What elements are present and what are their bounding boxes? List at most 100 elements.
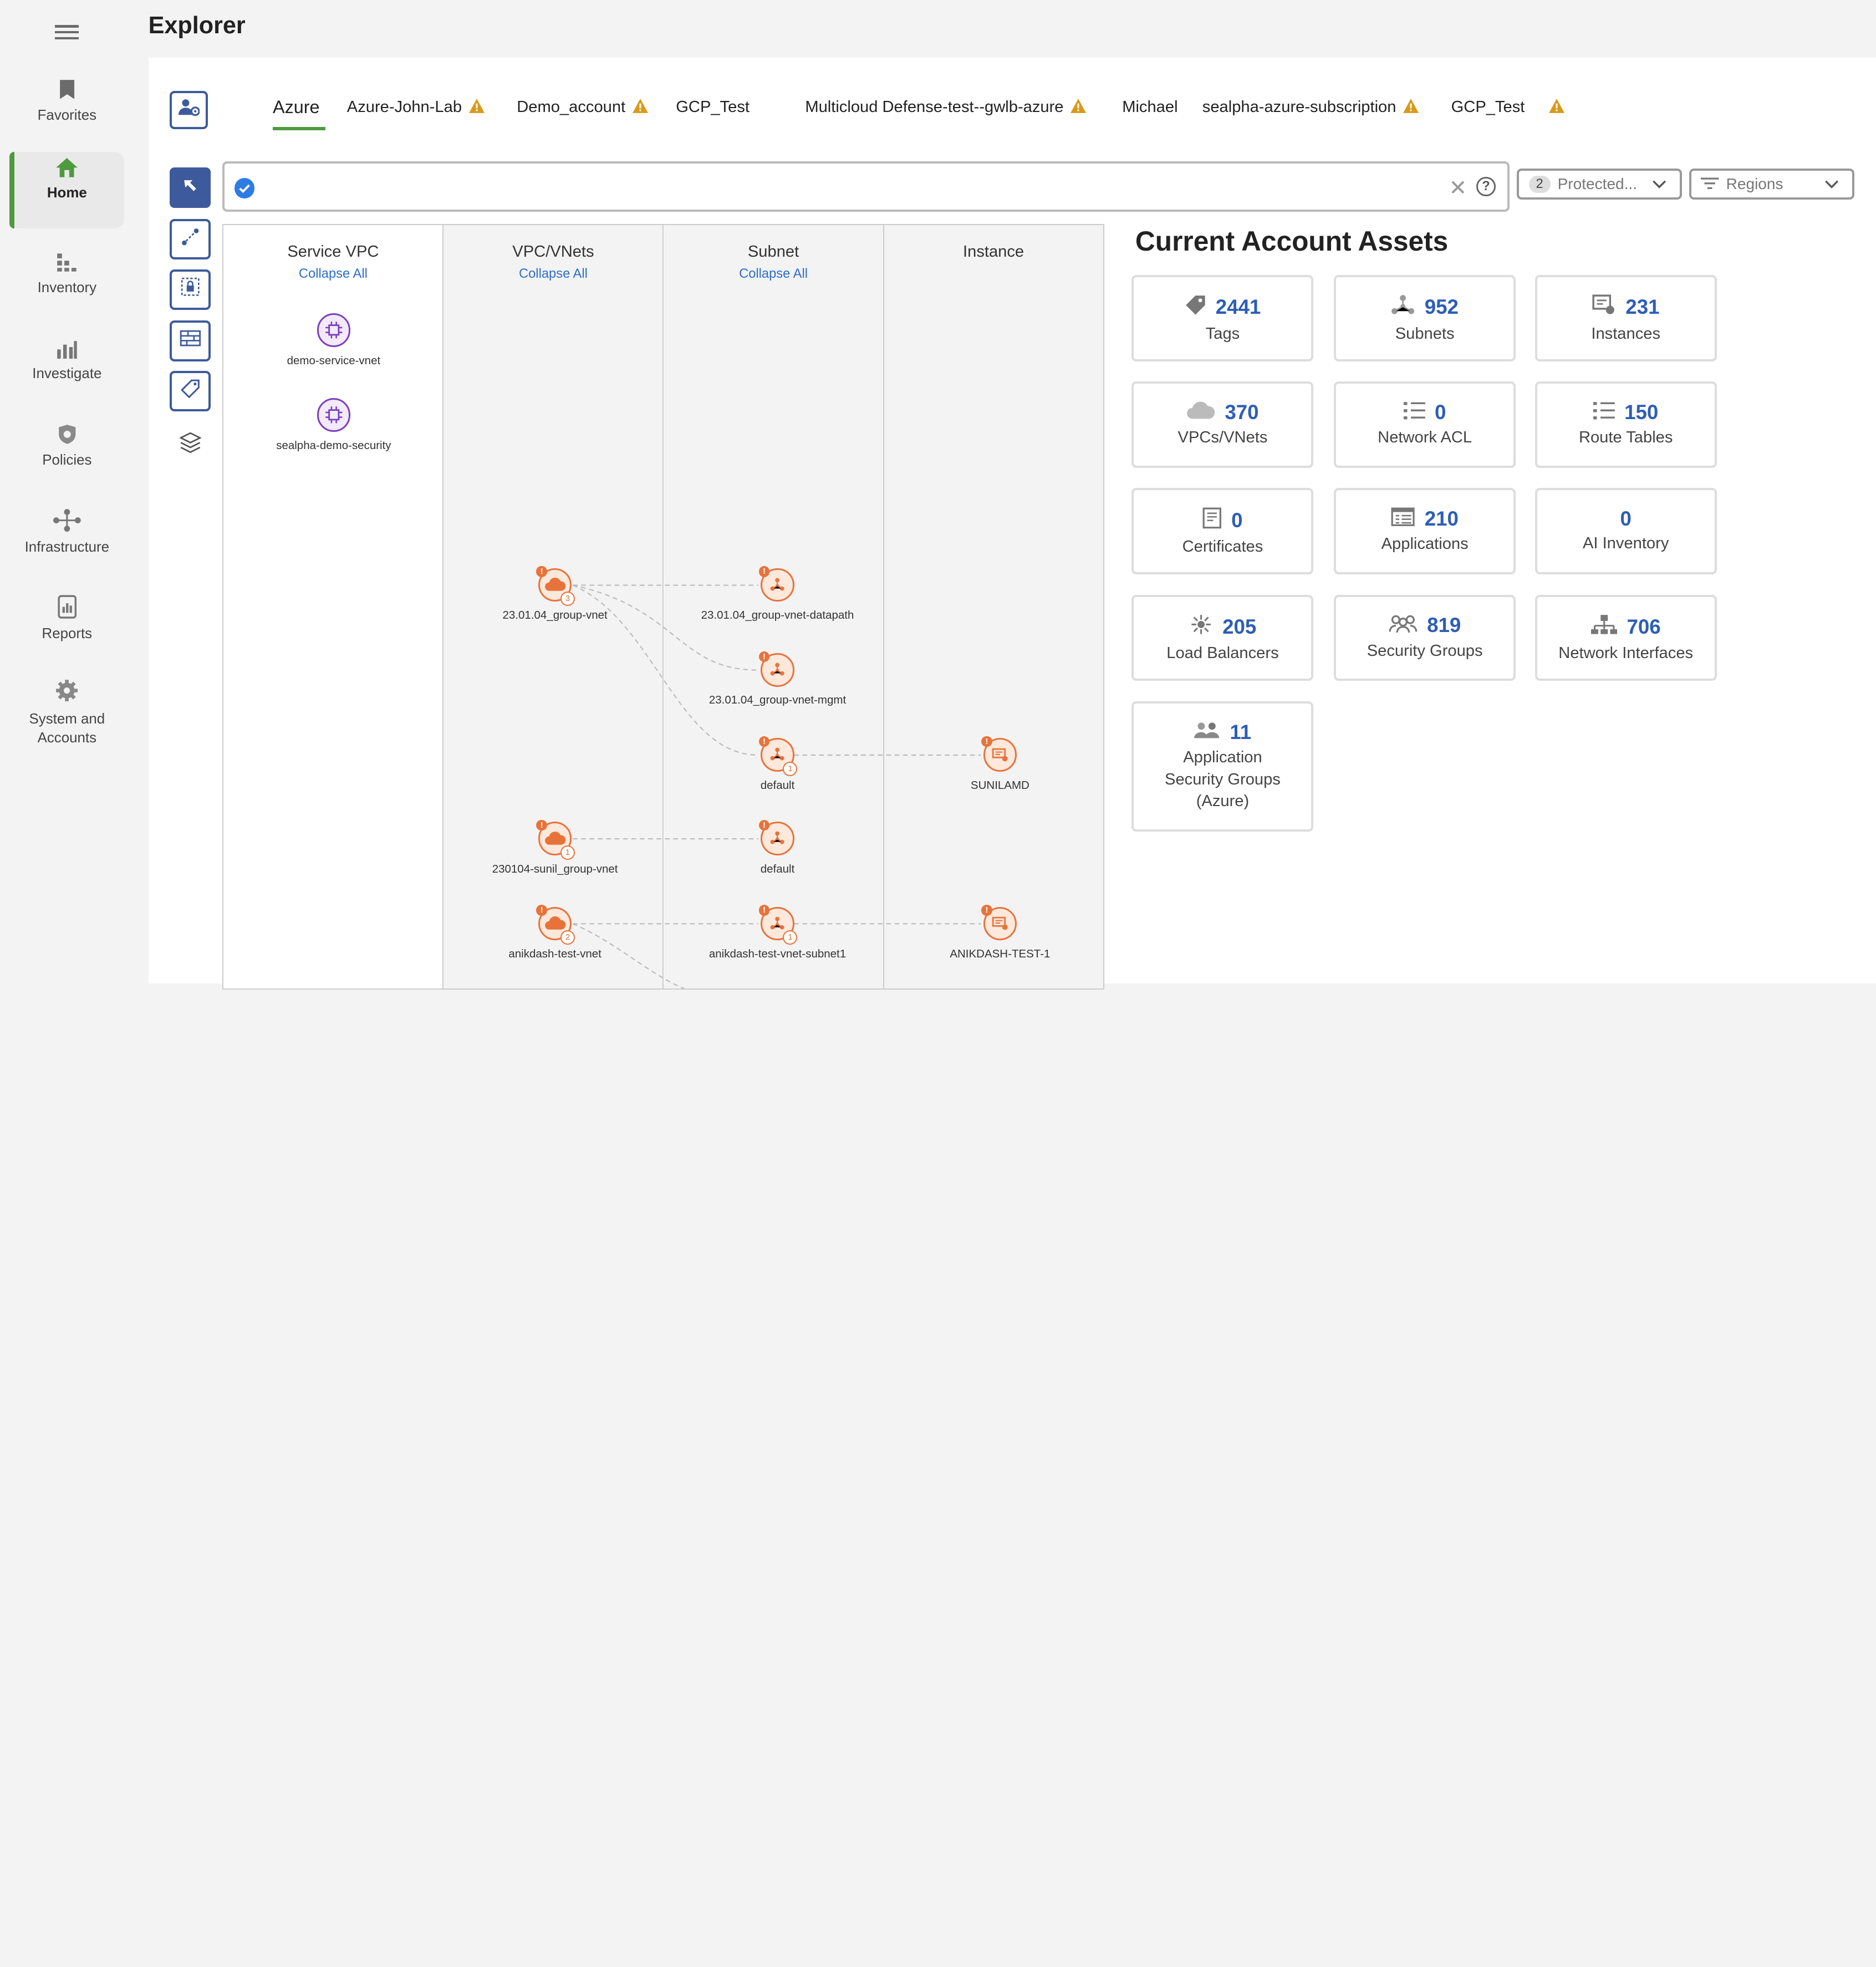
layers-icon[interactable]: [179, 432, 202, 458]
sidebar-item-home[interactable]: Home: [9, 152, 125, 229]
home-icon: [9, 152, 124, 178]
service-vpc-node[interactable]: demo-service-vnet: [250, 313, 417, 367]
collapse-all-link[interactable]: Collapse All: [739, 267, 808, 282]
bookmark-icon: [9, 74, 124, 100]
tab-label: GCP_Test: [676, 98, 750, 116]
sidebar-item-label: System and Accounts: [29, 711, 105, 746]
sidebar-item-inventory[interactable]: Inventory: [9, 247, 124, 323]
sidebar-item-label: Home: [47, 185, 87, 201]
tab-azure[interactable]: Azure: [273, 97, 320, 118]
tab-michael[interactable]: Michael: [1122, 98, 1177, 116]
sidebar-item-label: Investigate: [32, 366, 102, 382]
asset-card-ai-inventory[interactable]: 0 AI Inventory: [1535, 488, 1717, 574]
asset-card-certificates[interactable]: 0 Certificates: [1131, 488, 1314, 574]
asset-label: Load Balancers: [1166, 644, 1279, 662]
column-service-vpc: Service VPC Collapse All: [223, 225, 444, 988]
protected-filter-dropdown[interactable]: 2 Protected...: [1517, 169, 1683, 200]
clear-icon[interactable]: ✕: [1449, 176, 1467, 200]
asset-count: 2441: [1215, 295, 1261, 319]
security-tool-button[interactable]: [170, 269, 211, 310]
application-icon: [1391, 507, 1415, 532]
cursor-arrow-icon: [183, 177, 197, 198]
node-label: default: [760, 862, 795, 875]
select-tool-button[interactable]: [170, 167, 211, 208]
asset-card-applications[interactable]: 210 Applications: [1334, 488, 1516, 574]
help-icon[interactable]: ?: [1476, 177, 1496, 196]
firewall-tool-button[interactable]: [170, 320, 211, 361]
network-interface-icon: [1590, 614, 1618, 640]
tab-sealpha-azure-subscription[interactable]: sealpha-azure-subscription: [1202, 98, 1419, 118]
count-badge: 1: [783, 761, 798, 776]
asset-label: Certificates: [1182, 537, 1263, 556]
sidebar-item-favorites[interactable]: Favorites: [9, 74, 124, 151]
tab-gcp-test[interactable]: GCP_Test: [676, 98, 750, 116]
list-icon: [1593, 401, 1615, 425]
subnet-icon: ! 1: [758, 905, 798, 945]
tag-tool-button[interactable]: [170, 370, 211, 412]
asset-card-security-groups[interactable]: 819 Security Groups: [1334, 594, 1516, 681]
cloud-icon: ! 2: [536, 905, 575, 945]
sidebar-item-investigate[interactable]: Investigate: [9, 333, 124, 409]
asset-card-route-tables[interactable]: 150 Route Tables: [1535, 381, 1717, 468]
asset-card-network-interfaces[interactable]: 706 Network Interfaces: [1535, 594, 1717, 681]
instance-node[interactable]: ! SUNILAMD: [916, 736, 1084, 792]
search-input[interactable]: [265, 171, 1438, 202]
node-label: 23.01.04_group-vnet-datapath: [701, 609, 854, 622]
subnet-node[interactable]: ! 1 anikdash-test-vnet-subnet1: [694, 905, 861, 961]
count-badge: 1: [783, 930, 798, 945]
regions-filter-dropdown[interactable]: Regions: [1689, 169, 1854, 200]
sidebar-item-system-accounts[interactable]: System and Accounts: [9, 676, 124, 752]
asset-count: 370: [1225, 401, 1259, 424]
security-group-icon: [1389, 614, 1418, 638]
sidebar-item-label: Reports: [42, 625, 93, 641]
vnet-node[interactable]: ! 2 anikdash-test-vnet: [471, 905, 639, 961]
asset-card-network-acl[interactable]: 0 Network ACL: [1334, 381, 1516, 468]
tab-azure-john-lab[interactable]: Azure-John-Lab: [347, 98, 485, 118]
node-label: 230104-sunil_group-vnet: [492, 862, 618, 875]
subnet-node[interactable]: ! 1 default: [694, 736, 861, 792]
sidebar-item-reports[interactable]: Reports: [9, 592, 124, 669]
node-label: anikdash-test-vnet: [508, 947, 601, 960]
sidebar-item-label: Policies: [42, 452, 92, 468]
asset-card-load-balancers[interactable]: 205 Load Balancers: [1131, 594, 1314, 681]
subnet-node[interactable]: ! default: [694, 819, 861, 875]
cloud-icon: ! 1: [536, 819, 575, 860]
inventory-icon: [9, 247, 124, 273]
connection-icon: [181, 227, 200, 252]
asset-card-vpcs[interactable]: 370 VPCs/VNets: [1131, 381, 1314, 468]
tab-label: Azure: [273, 96, 320, 117]
asset-label: Subnets: [1395, 324, 1455, 343]
vnet-node[interactable]: ! 1 230104-sunil_group-vnet: [471, 819, 639, 875]
sidebar-item-infrastructure[interactable]: Infrastructure: [9, 506, 124, 583]
asset-label: Network ACL: [1378, 429, 1472, 447]
asset-count: 231: [1625, 295, 1660, 319]
subnet-node[interactable]: ! 23.01.04_group-vnet-mgmt: [694, 651, 861, 707]
asset-card-tags[interactable]: 2441 Tags: [1131, 275, 1314, 361]
collapse-all-link[interactable]: Collapse All: [298, 267, 368, 282]
asset-count: 205: [1222, 615, 1257, 638]
cloud-icon: ! 3: [536, 566, 575, 607]
asset-card-subnets[interactable]: 952 Subnets: [1334, 275, 1516, 361]
asset-label: Instances: [1591, 324, 1661, 343]
asset-card-app-security-groups[interactable]: 11 Application Security Groups (Azure): [1131, 701, 1314, 832]
hamburger-menu-icon[interactable]: [55, 22, 79, 45]
asset-count: 0: [1434, 401, 1446, 424]
tab-label: Demo_account: [517, 98, 626, 116]
service-vpc-node[interactable]: sealpha-demo-security: [250, 398, 417, 452]
connection-tool-button[interactable]: [170, 218, 211, 260]
sidebar-item-policies[interactable]: Policies: [9, 419, 124, 495]
tab-gcp-test-2[interactable]: GCP_Test: [1451, 98, 1564, 118]
subnet-node[interactable]: ! 23.01.04_group-vnet-datapath: [694, 566, 861, 622]
account-settings-button[interactable]: [170, 91, 208, 130]
instance-node[interactable]: ! ANIKDASH-TEST-1: [916, 905, 1084, 961]
gear-icon: [9, 676, 124, 702]
instance-icon: !: [981, 905, 1017, 940]
tab-demo-account[interactable]: Demo_account: [517, 98, 649, 118]
vnet-node[interactable]: ! 3 23.01.04_group-vnet: [471, 566, 639, 622]
asset-card-instances[interactable]: 231 Instances: [1535, 275, 1717, 361]
collapse-all-link[interactable]: Collapse All: [518, 267, 588, 282]
tab-multicloud-defense[interactable]: Multicloud Defense-test--gwlb-azure: [805, 98, 1087, 118]
filter-lines-icon: [1701, 175, 1719, 193]
warning-icon: [633, 99, 649, 118]
asset-count: 210: [1424, 507, 1459, 531]
